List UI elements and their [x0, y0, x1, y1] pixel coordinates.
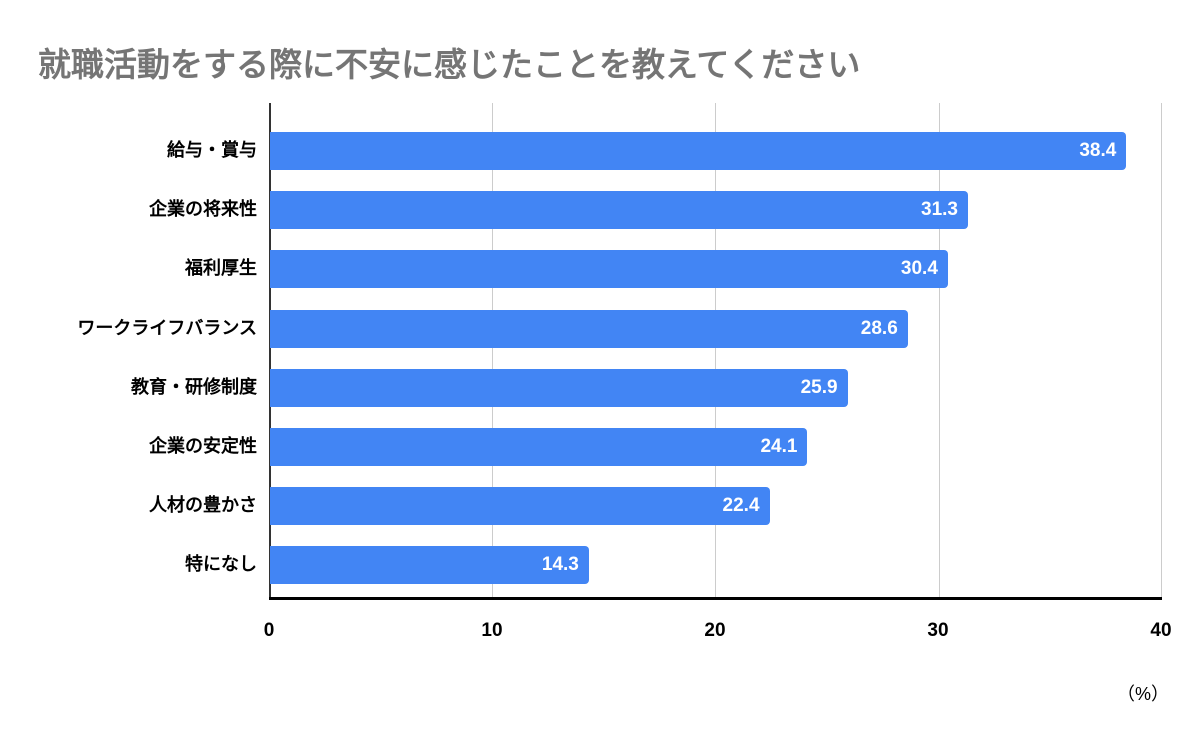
gridline-30 [939, 103, 940, 600]
bar-value-label: 30.4 [900, 258, 938, 280]
bar: 28.6 [270, 309, 908, 348]
bar-value-label: 22.4 [722, 495, 760, 517]
bar-value-label: 28.6 [860, 317, 898, 339]
y-axis-line [269, 103, 271, 600]
bar: 31.3 [270, 191, 968, 230]
category-label: 教育・研修制度 [131, 376, 257, 398]
gridline-40 [1161, 103, 1162, 600]
plot-area: 38.4 31.3 30.4 28.6 25.9 24.1 22.4 14.3 [269, 103, 1162, 600]
gridline-10 [492, 103, 493, 600]
gridline-20 [715, 103, 716, 600]
bar: 25.9 [270, 368, 848, 407]
bar-value-label: 31.3 [921, 199, 958, 221]
x-tick-label: 10 [481, 620, 503, 641]
category-label: 人材の豊かさ [149, 495, 257, 517]
category-label: 企業の将来性 [149, 199, 257, 221]
bar: 14.3 [270, 546, 589, 585]
bar-value-label: 14.3 [541, 554, 579, 576]
x-axis-line [269, 597, 1162, 600]
category-label: 特になし [185, 554, 257, 576]
bar-value-label: 38.4 [1079, 140, 1117, 161]
x-tick-label: 30 [927, 620, 949, 641]
x-tick-label: 40 [1150, 620, 1172, 641]
x-axis-unit-label: （%） [1117, 684, 1170, 704]
bar-value-label: 25.9 [800, 376, 838, 398]
bar: 30.4 [270, 250, 948, 289]
category-label: 給与・賞与 [167, 140, 257, 161]
bar: 38.4 [270, 132, 1127, 170]
x-tick-label: 0 [263, 620, 275, 641]
bar-value-label: 24.1 [760, 436, 798, 457]
category-label: 福利厚生 [185, 258, 257, 280]
category-label: 企業の安定性 [149, 436, 257, 457]
bar: 24.1 [270, 428, 808, 466]
chart-title: 就職活動をする際に不安に感じたことを教えてください [38, 45, 861, 84]
bar: 22.4 [270, 487, 770, 526]
category-label: ワークライフバランス [77, 317, 257, 339]
x-tick-label: 20 [704, 620, 726, 641]
